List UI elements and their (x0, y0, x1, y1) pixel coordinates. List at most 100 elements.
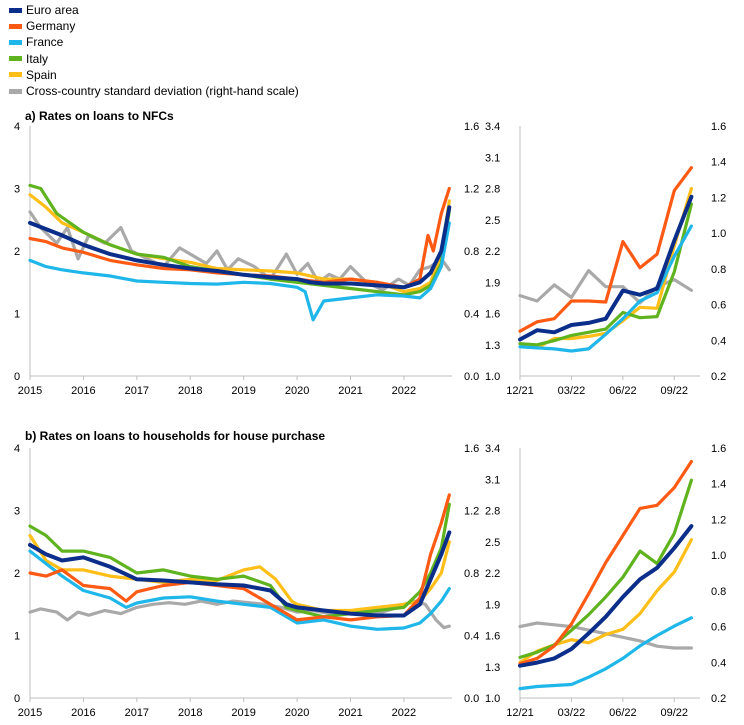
y-right-tick-label: 0.8 (464, 246, 479, 258)
y-right-tick-label: 0.0 (464, 371, 479, 383)
legend-label: Euro area (26, 3, 79, 18)
x-tick-label: 2021 (338, 385, 362, 397)
y-right-tick-label: 1.6 (711, 443, 726, 455)
y-right-tick-label: 1.4 (711, 157, 726, 169)
series-line-euro-area (28, 205, 452, 290)
y-left-tick-label: 2.8 (485, 184, 500, 196)
x-tick-label: 2016 (71, 707, 95, 719)
y-right-tick-label: 1.2 (711, 192, 726, 204)
y-right-tick-label: 0.2 (711, 693, 726, 705)
x-tick-label: 2019 (231, 385, 255, 397)
y-left-tick-label: 4 (14, 121, 20, 133)
y-right-tick-label: 0.0 (464, 693, 479, 705)
y-left-tick-label: 1.0 (485, 371, 500, 383)
y-left-tick-label: 0 (14, 371, 20, 383)
y-right-tick-label: 1.4 (711, 479, 726, 491)
y-left-tick-label: 1.6 (485, 309, 500, 321)
series-line-spain (28, 193, 451, 294)
legend-label: Germany (26, 19, 76, 34)
series-line-germany (518, 459, 693, 666)
y-left-tick-label: 1 (14, 309, 20, 321)
legend-label: France (26, 35, 64, 50)
series-line-france (28, 549, 451, 631)
legend-item: Cross-country standard deviation (right-… (9, 83, 299, 99)
x-tick-label: 2018 (178, 385, 202, 397)
x-tick-label: 2020 (285, 385, 309, 397)
legend-swatch (9, 7, 22, 13)
series-line-italy (28, 183, 451, 297)
y-right-tick-label: 0.2 (711, 371, 726, 383)
y-left-tick-label: 3.1 (485, 152, 500, 164)
x-tick-label: 12/21 (506, 385, 534, 397)
legend: Euro area Germany France Italy Spain Cro… (9, 2, 299, 99)
y-right-tick-label: 1.0 (711, 550, 726, 562)
y-left-tick-label: 4 (14, 443, 20, 455)
series-line-france (28, 221, 451, 322)
legend-swatch (9, 88, 22, 94)
y-right-tick-label: 0.8 (711, 264, 726, 276)
legend-swatch (9, 72, 22, 78)
series-line-euro-area (28, 530, 452, 618)
y-left-tick-label: 2 (14, 246, 20, 258)
x-tick-label: 2016 (71, 385, 95, 397)
y-left-tick-label: 1 (14, 631, 20, 643)
y-left-tick-label: 3.1 (485, 474, 500, 486)
series-line-italy (28, 502, 451, 619)
y-right-tick-label: 0.8 (711, 586, 726, 598)
series-line-italy (518, 478, 693, 659)
y-left-tick-label: 1.9 (485, 599, 500, 611)
x-tick-label: 09/22 (661, 707, 689, 719)
y-left-tick-label: 2.2 (485, 246, 500, 258)
y-left-tick-label: 1.3 (485, 662, 500, 674)
series-line-france (518, 616, 693, 691)
y-left-tick-label: 2.2 (485, 568, 500, 580)
y-right-tick-label: 0.4 (464, 631, 479, 643)
legend-swatch (9, 56, 22, 62)
y-right-tick-label: 1.0 (711, 228, 726, 240)
legend-swatch (9, 23, 22, 29)
y-left-tick-label: 2 (14, 568, 20, 580)
y-left-tick-label: 2.5 (485, 537, 500, 549)
x-tick-label: 2022 (392, 707, 416, 719)
x-tick-label: 2018 (178, 707, 202, 719)
y-left-tick-label: 1.3 (485, 340, 500, 352)
chart-a_zoom: 1.0 1.3 1.6 1.9 2.2 2.5 2.8 3.1 3.4 0.2 0.4 0.6 0.8 1… (485, 121, 726, 397)
legend-item: Italy (9, 51, 299, 67)
y-right-tick-label: 1.6 (464, 443, 479, 455)
x-tick-label: 2021 (338, 707, 362, 719)
series-line-germany (28, 493, 451, 622)
y-right-tick-label: 0.4 (711, 657, 726, 669)
legend-item: Germany (9, 18, 299, 34)
series-line-std-dev (28, 210, 451, 292)
x-tick-label: 2015 (18, 707, 42, 719)
x-tick-label: 2019 (231, 707, 255, 719)
series-line-spain (28, 533, 451, 613)
legend-item: Euro area (9, 2, 299, 18)
series-line-euro-area (518, 194, 694, 342)
legend-item: France (9, 34, 299, 50)
x-tick-label: 12/21 (506, 707, 534, 719)
y-left-tick-label: 1.9 (485, 277, 500, 289)
y-left-tick-label: 0 (14, 693, 20, 705)
panel-a-title: a) Rates on loans to NFCs (25, 109, 174, 123)
y-left-tick-label: 3.4 (485, 443, 500, 455)
panel-b-title: b) Rates on loans to households for hous… (25, 429, 326, 443)
x-tick-label: 2020 (285, 707, 309, 719)
y-right-tick-label: 0.8 (464, 568, 479, 580)
legend-label: Spain (26, 67, 57, 82)
y-left-tick-label: 2.8 (485, 506, 500, 518)
y-right-tick-label: 1.6 (464, 121, 479, 133)
y-right-tick-label: 0.4 (711, 335, 726, 347)
chart-a_long: 0 1 2 3 4 0.0 0.4 0.8 1.2 1.6 2015 2016 2017 2018 2019… (14, 121, 479, 397)
series-line-euro-area (518, 524, 694, 668)
x-tick-label: 09/22 (661, 385, 689, 397)
y-right-tick-label: 1.6 (711, 121, 726, 133)
y-left-tick-label: 2.5 (485, 215, 500, 227)
series-line-germany (518, 166, 693, 333)
legend-label: Italy (26, 51, 49, 66)
legend-swatch (9, 39, 22, 45)
legend-label: Cross-country standard deviation (right-… (26, 84, 299, 99)
x-tick-label: 2015 (18, 385, 42, 397)
